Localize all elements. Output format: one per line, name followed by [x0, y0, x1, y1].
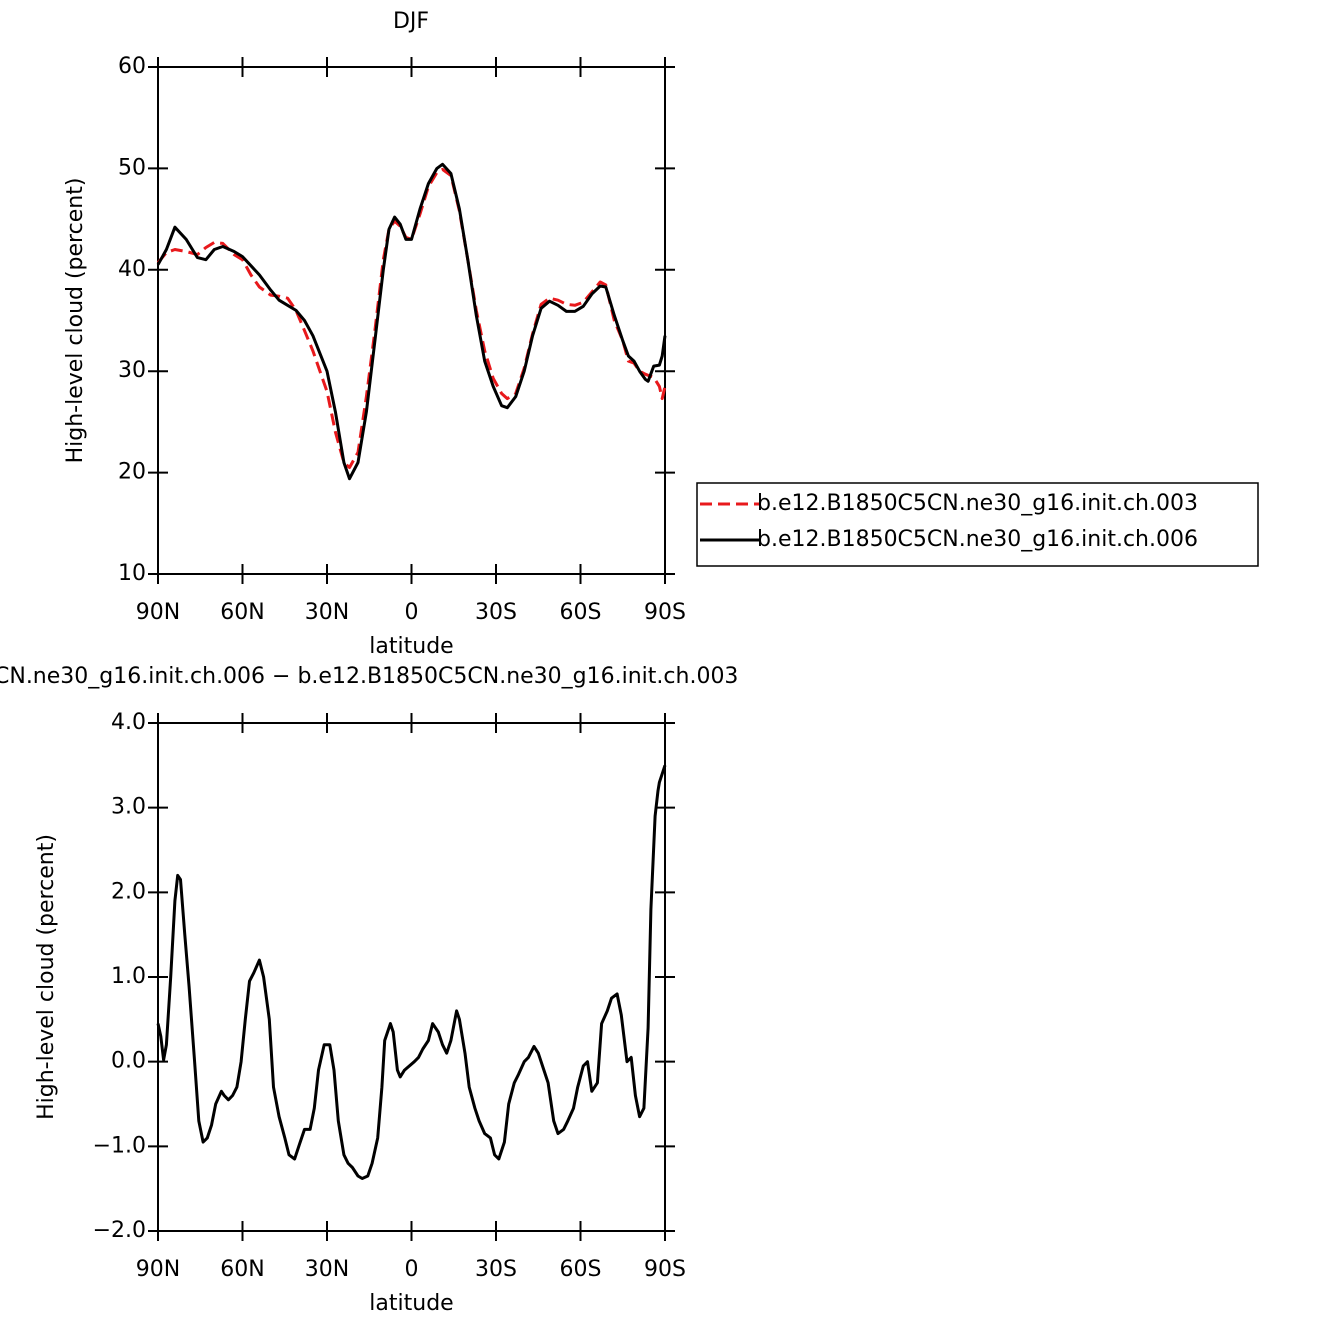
x-tick-label: 90S: [644, 1257, 686, 1282]
y-tick-label: 1.0: [111, 964, 146, 989]
y-axis-label: High-level cloud (percent): [34, 834, 59, 1120]
x-tick-label: 30S: [475, 600, 517, 625]
y-tick-label: −1.0: [93, 1133, 146, 1158]
chart-title: CN.ne30_g16.init.ch.006 − b.e12.B1850C5C…: [0, 664, 738, 689]
data-line: [156, 162, 667, 481]
x-tick-label: 30N: [305, 1257, 349, 1282]
y-tick-label: 3.0: [111, 795, 146, 820]
y-tick-label: 30: [118, 358, 146, 383]
x-tick-label: 0: [405, 600, 419, 625]
x-tick-label: 90S: [644, 600, 686, 625]
data-line: [156, 167, 667, 469]
legend-label: b.e12.B1850C5CN.ne30_g16.init.ch.006: [757, 527, 1198, 552]
legend-box: [696, 482, 1259, 567]
y-tick-label: 4.0: [111, 710, 146, 735]
x-tick-label: 60N: [220, 1257, 264, 1282]
y-tick-label: 2.0: [111, 879, 146, 904]
y-tick-label: 0.0: [111, 1049, 146, 1074]
x-axis-label: latitude: [369, 634, 453, 659]
x-axis-label: latitude: [369, 1291, 453, 1316]
x-tick-label: 30S: [475, 1257, 517, 1282]
plot-frame: [157, 722, 666, 1232]
y-tick-label: 60: [118, 54, 146, 79]
y-tick-label: 40: [118, 257, 146, 282]
x-tick-label: 90N: [136, 600, 180, 625]
x-tick-label: 60N: [220, 600, 264, 625]
legend-label: b.e12.B1850C5CN.ne30_g16.init.ch.003: [757, 491, 1198, 516]
x-tick-label: 30N: [305, 600, 349, 625]
chart-title: DJF: [393, 9, 429, 34]
x-tick-label: 60S: [560, 1257, 602, 1282]
y-tick-label: 10: [118, 561, 146, 586]
x-tick-label: 0: [405, 1257, 419, 1282]
y-tick-label: 50: [118, 155, 146, 180]
x-tick-label: 60S: [560, 600, 602, 625]
plot-frame: [157, 66, 666, 575]
y-axis-label: High-level cloud (percent): [63, 178, 88, 464]
y-tick-label: 20: [118, 460, 146, 485]
data-line: [156, 764, 667, 1180]
x-tick-label: 90N: [136, 1257, 180, 1282]
y-tick-label: −2.0: [93, 1218, 146, 1243]
